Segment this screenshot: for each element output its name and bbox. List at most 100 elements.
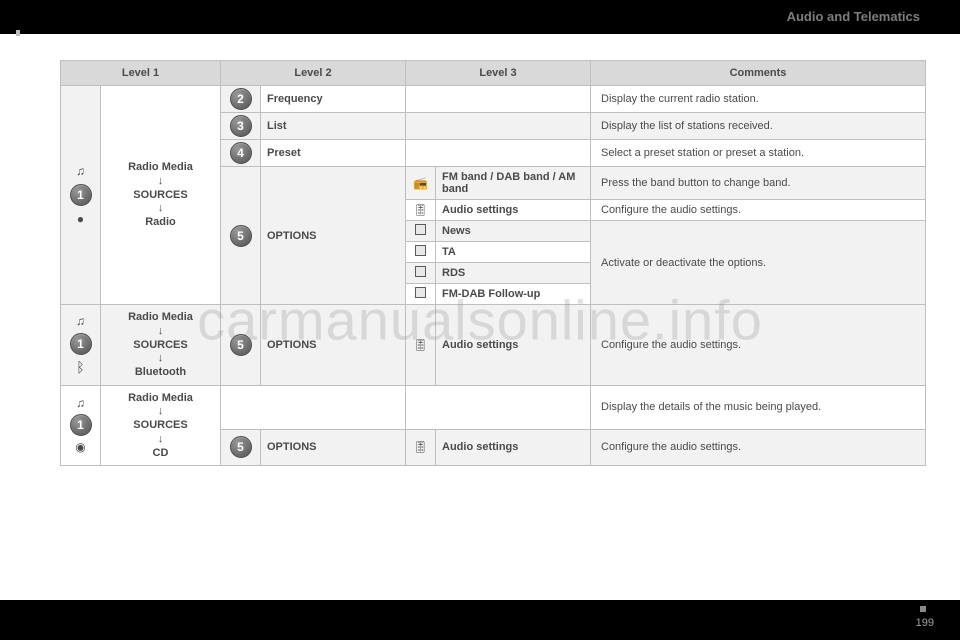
comment-audio: Configure the audio settings. [591, 200, 926, 221]
arrow-down-icon: ↓ [107, 434, 214, 445]
level3-empty [406, 140, 591, 167]
table-header-row: Level 1 Level 2 Level 3 Comments [61, 61, 926, 86]
level1-icon-cell: ♫ 1 ● [61, 86, 101, 305]
level2-num-cell: 4 [221, 140, 261, 167]
level3-icon-cell [406, 284, 436, 305]
step-1-badge: 1 [70, 333, 92, 355]
step-1-badge: 1 [70, 184, 92, 206]
music-note-icon: ♫ [63, 314, 98, 328]
checkbox-icon [415, 287, 426, 298]
header-level1: Level 1 [61, 61, 221, 86]
level3-audio-settings: Audio settings [436, 200, 591, 221]
nav-cd: CD [107, 445, 214, 462]
music-note-icon: ♫ [63, 164, 98, 178]
step-4-badge: 4 [230, 142, 252, 164]
level2-empty [221, 385, 406, 429]
level2-num-cell: 5 [221, 167, 261, 305]
music-note-icon: ♫ [63, 396, 98, 410]
nav-radio-media: Radio Media [107, 309, 214, 326]
comment-frequency: Display the current radio station. [591, 86, 926, 113]
arrow-down-icon: ↓ [107, 326, 214, 337]
level1-icon-cell: ♫ 1 ᛒ [61, 305, 101, 386]
audio-settings-icon: 🎚 [413, 440, 428, 454]
cd-icon: ◉ [63, 440, 98, 454]
level2-options: OPTIONS [261, 429, 406, 466]
level3-band: FM band / DAB band / AM band [436, 167, 591, 200]
radio-band-icon: 📻 [413, 176, 428, 190]
level3-icon-cell [406, 221, 436, 242]
step-5-badge: 5 [230, 334, 252, 356]
level3-icon-cell [406, 242, 436, 263]
nav-radio: Radio [107, 214, 214, 231]
header-level3: Level 3 [406, 61, 591, 86]
level3-empty [406, 113, 591, 140]
step-5-badge: 5 [230, 225, 252, 247]
level1-path-cell: Radio Media ↓ SOURCES ↓ Bluetooth [101, 305, 221, 386]
step-3-badge: 3 [230, 115, 252, 137]
bottom-black-bar [0, 600, 960, 640]
nav-sources: SOURCES [107, 417, 214, 434]
checkbox-icon [415, 266, 426, 277]
level3-icon-cell: 📻 [406, 167, 436, 200]
page-number: 199 [916, 617, 934, 629]
comment-list: Display the list of stations received. [591, 113, 926, 140]
menu-table: Level 1 Level 2 Level 3 Comments ♫ 1 ● R… [60, 60, 926, 466]
level3-fmdab: FM-DAB Follow-up [436, 284, 591, 305]
header-level2: Level 2 [221, 61, 406, 86]
comment-preset: Select a preset station or preset a stat… [591, 140, 926, 167]
arrow-down-icon: ↓ [107, 203, 214, 214]
level1-icon-cell: ♫ 1 ◉ [61, 385, 101, 466]
comment-audio: Configure the audio settings. [591, 429, 926, 466]
header-comments: Comments [591, 61, 926, 86]
comment-band: Press the band button to change band. [591, 167, 926, 200]
nav-radio-media: Radio Media [107, 159, 214, 176]
level3-ta: TA [436, 242, 591, 263]
nav-bluetooth: Bluetooth [107, 364, 214, 381]
checkbox-icon [415, 245, 426, 256]
level2-num-cell: 2 [221, 86, 261, 113]
level3-audio-settings: Audio settings [436, 305, 591, 386]
level2-preset: Preset [261, 140, 406, 167]
nav-sources: SOURCES [107, 187, 214, 204]
level3-icon-cell: 🎚 [406, 429, 436, 466]
level2-num-cell: 3 [221, 113, 261, 140]
level3-news: News [436, 221, 591, 242]
checkbox-icon [415, 224, 426, 235]
level2-options: OPTIONS [261, 305, 406, 386]
level1-path-cell: Radio Media ↓ SOURCES ↓ Radio [101, 86, 221, 305]
comment-details: Display the details of the music being p… [591, 385, 926, 429]
page-marker-dot [920, 606, 926, 612]
record-icon: ● [63, 212, 98, 226]
level2-list: List [261, 113, 406, 140]
table-row: ♫ 1 ◉ Radio Media ↓ SOURCES ↓ CD Display… [61, 385, 926, 429]
level3-rds: RDS [436, 263, 591, 284]
audio-settings-icon: 🎚 [413, 203, 428, 217]
level2-frequency: Frequency [261, 86, 406, 113]
step-2-badge: 2 [230, 88, 252, 110]
nav-sources: SOURCES [107, 337, 214, 354]
side-tab [16, 30, 20, 36]
level3-empty [406, 385, 591, 429]
table-row: ♫ 1 ᛒ Radio Media ↓ SOURCES ↓ Bluetooth … [61, 305, 926, 386]
comment-audio: Configure the audio settings. [591, 305, 926, 386]
level3-icon-cell: 🎚 [406, 305, 436, 386]
audio-settings-icon: 🎚 [413, 338, 428, 352]
level3-icon-cell: 🎚 [406, 200, 436, 221]
arrow-down-icon: ↓ [107, 353, 214, 364]
bluetooth-icon: ᛒ [63, 359, 98, 376]
level3-audio-settings: Audio settings [436, 429, 591, 466]
level1-path-cell: Radio Media ↓ SOURCES ↓ CD [101, 385, 221, 466]
comment-options: Activate or deactivate the options. [591, 221, 926, 305]
table-row: ♫ 1 ● Radio Media ↓ SOURCES ↓ Radio 2 Fr… [61, 86, 926, 113]
level2-options: OPTIONS [261, 167, 406, 305]
nav-radio-media: Radio Media [107, 390, 214, 407]
page-header: Audio and Telematics [787, 9, 920, 24]
step-1-badge: 1 [70, 414, 92, 436]
arrow-down-icon: ↓ [107, 406, 214, 417]
level3-icon-cell [406, 263, 436, 284]
level2-num-cell: 5 [221, 429, 261, 466]
level2-num-cell: 5 [221, 305, 261, 386]
arrow-down-icon: ↓ [107, 176, 214, 187]
step-5-badge: 5 [230, 436, 252, 458]
level3-empty [406, 86, 591, 113]
